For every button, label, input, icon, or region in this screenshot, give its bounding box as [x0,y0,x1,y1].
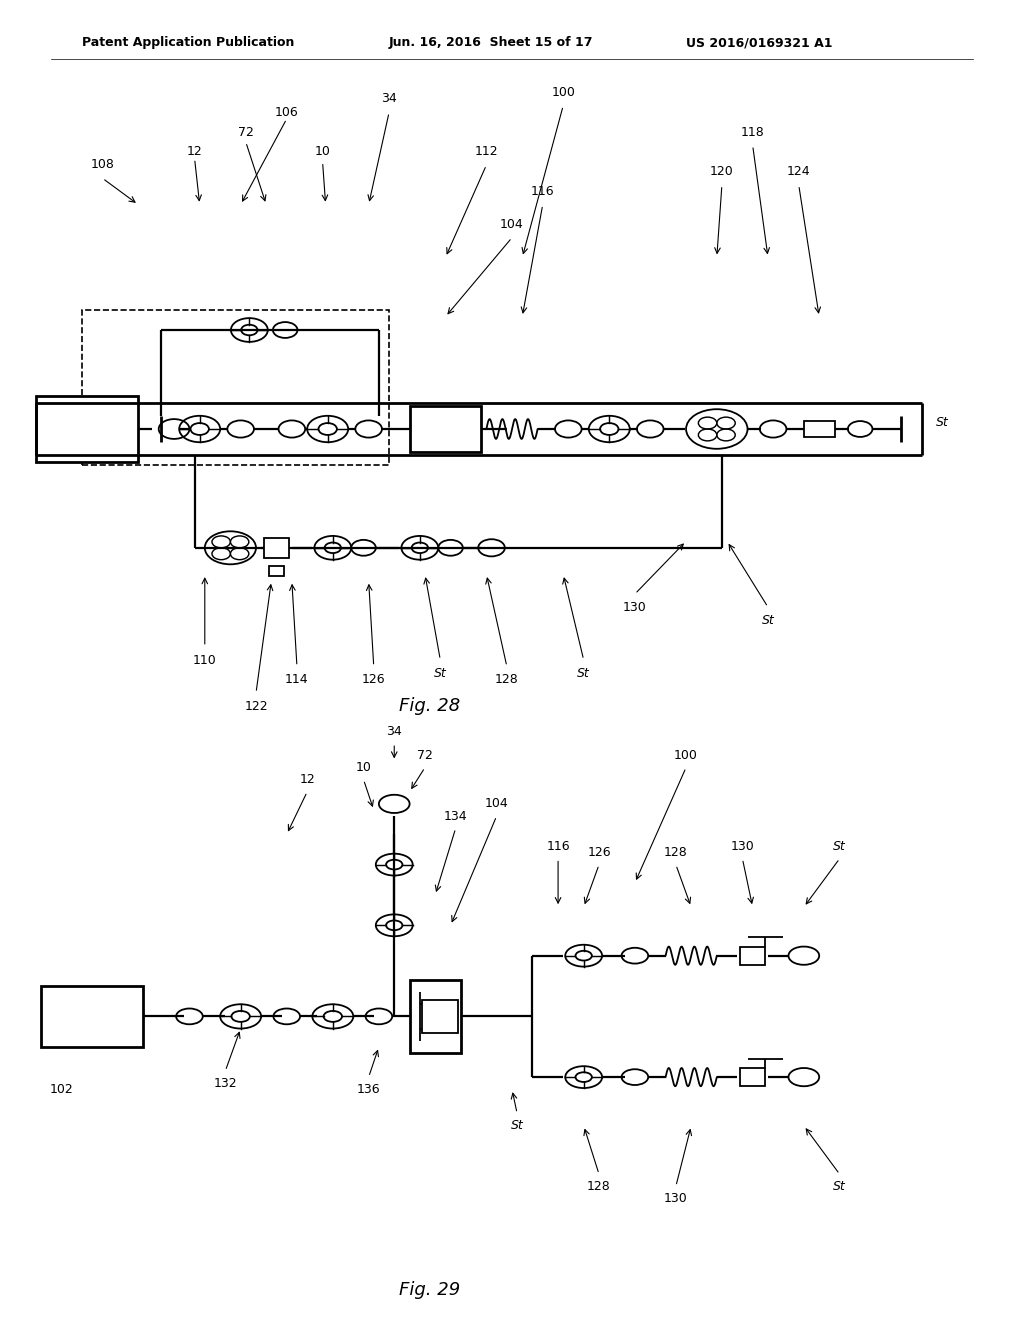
Text: 10: 10 [314,145,331,158]
Text: Jun. 16, 2016  Sheet 15 of 17: Jun. 16, 2016 Sheet 15 of 17 [389,36,594,49]
Text: St: St [834,1180,846,1193]
Text: 130: 130 [623,601,647,614]
Text: 114: 114 [285,673,309,686]
Text: St: St [936,416,948,429]
Text: 130: 130 [664,1192,688,1205]
Bar [739,1068,766,1086]
Text: 102: 102 [49,1082,74,1096]
Text: 120: 120 [710,165,734,178]
Text: St: St [762,614,774,627]
Bar [36,396,138,462]
Text: 110: 110 [193,653,217,667]
Text: St: St [434,667,446,680]
Text: 34: 34 [386,725,402,738]
Text: 100: 100 [674,748,698,762]
Text: 126: 126 [361,673,386,686]
Text: 128: 128 [495,673,519,686]
Text: 106: 106 [274,106,299,119]
Text: 72: 72 [417,748,433,762]
Text: 112: 112 [474,145,499,158]
Text: 122: 122 [244,700,268,713]
Bar [423,999,459,1034]
Text: 12: 12 [299,774,315,787]
Bar [804,421,835,437]
Text: 34: 34 [381,92,397,106]
Text: 118: 118 [740,125,765,139]
Text: St: St [834,840,846,853]
Text: Fig. 29: Fig. 29 [399,1280,461,1299]
Text: Fig. 28: Fig. 28 [399,697,461,715]
Bar [410,979,461,1053]
Text: US 2016/0169321 A1: US 2016/0169321 A1 [686,36,833,49]
Text: 104: 104 [500,218,524,231]
Text: 136: 136 [356,1082,381,1096]
Bar [739,946,766,965]
Text: 108: 108 [90,158,115,172]
Text: 104: 104 [484,797,509,810]
Text: St: St [578,667,590,680]
Text: Patent Application Publication: Patent Application Publication [82,36,294,49]
Text: 130: 130 [730,840,755,853]
Text: 12: 12 [186,145,203,158]
Text: 134: 134 [443,809,468,822]
Text: 128: 128 [587,1180,611,1193]
Text: 100: 100 [551,86,575,99]
Bar [268,566,285,576]
Bar [41,986,143,1047]
Text: 10: 10 [355,760,372,774]
Text: 132: 132 [213,1077,238,1090]
Text: 72: 72 [238,125,254,139]
Text: 116: 116 [546,840,570,853]
Text: 126: 126 [587,846,611,859]
Bar [264,539,290,557]
Text: St: St [511,1119,523,1133]
Bar [410,405,481,451]
Text: 116: 116 [530,185,555,198]
Text: 124: 124 [786,165,811,178]
Text: 128: 128 [664,846,688,859]
Bar [82,310,389,465]
